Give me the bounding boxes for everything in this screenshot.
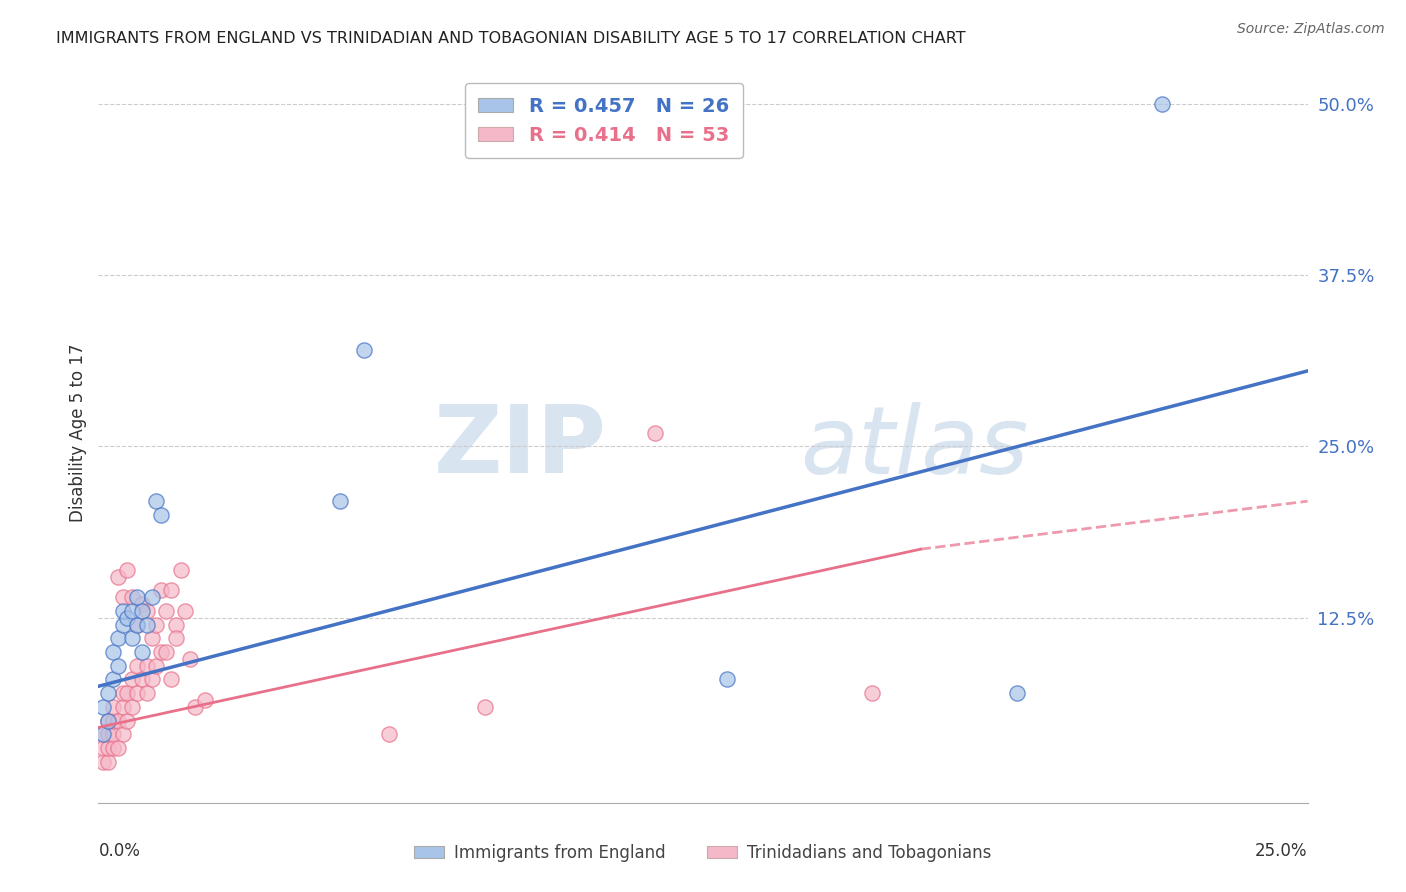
- Point: [135, 658, 157, 673]
- Point: [107, 714, 129, 728]
- Point: [91, 755, 114, 769]
- Point: [474, 699, 496, 714]
- Point: [131, 673, 153, 687]
- Point: [111, 699, 134, 714]
- Point: [97, 686, 120, 700]
- Point: [91, 741, 114, 756]
- Point: [145, 494, 167, 508]
- Point: [97, 714, 120, 728]
- Point: [127, 658, 149, 673]
- Text: Source: ZipAtlas.com: Source: ZipAtlas.com: [1237, 22, 1385, 37]
- Point: [145, 617, 167, 632]
- Point: [169, 563, 191, 577]
- Point: [101, 741, 124, 756]
- Point: [101, 645, 124, 659]
- Point: [179, 652, 201, 666]
- Text: atlas: atlas: [800, 402, 1028, 493]
- Point: [111, 686, 134, 700]
- Point: [141, 590, 163, 604]
- Point: [131, 597, 153, 611]
- Point: [141, 632, 163, 646]
- Point: [145, 658, 167, 673]
- Point: [97, 755, 120, 769]
- Point: [150, 583, 173, 598]
- Text: IMMIGRANTS FROM ENGLAND VS TRINIDADIAN AND TOBAGONIAN DISABILITY AGE 5 TO 17 COR: IMMIGRANTS FROM ENGLAND VS TRINIDADIAN A…: [56, 31, 966, 46]
- Point: [121, 590, 143, 604]
- Point: [135, 604, 157, 618]
- Point: [121, 604, 143, 618]
- Point: [107, 632, 129, 646]
- Point: [329, 494, 352, 508]
- Point: [1007, 686, 1029, 700]
- Point: [127, 617, 149, 632]
- Point: [121, 632, 143, 646]
- Point: [155, 604, 177, 618]
- Point: [91, 727, 114, 741]
- Point: [194, 693, 217, 707]
- Point: [1152, 96, 1174, 111]
- Point: [97, 727, 120, 741]
- Point: [101, 673, 124, 687]
- Point: [127, 590, 149, 604]
- Point: [174, 604, 197, 618]
- Point: [160, 673, 183, 687]
- Text: 25.0%: 25.0%: [1256, 842, 1308, 860]
- Point: [121, 699, 143, 714]
- Y-axis label: Disability Age 5 to 17: Disability Age 5 to 17: [69, 343, 87, 522]
- Point: [160, 583, 183, 598]
- Point: [111, 727, 134, 741]
- Point: [131, 604, 153, 618]
- Point: [101, 727, 124, 741]
- Point: [135, 617, 157, 632]
- Point: [101, 699, 124, 714]
- Point: [117, 686, 139, 700]
- Point: [644, 425, 666, 440]
- Point: [97, 714, 120, 728]
- Point: [107, 569, 129, 583]
- Point: [97, 741, 120, 756]
- Point: [165, 632, 187, 646]
- Legend: Immigrants from England, Trinidadians and Tobagonians: Immigrants from England, Trinidadians an…: [408, 838, 998, 869]
- Point: [184, 699, 207, 714]
- Point: [111, 590, 134, 604]
- Text: 0.0%: 0.0%: [98, 842, 141, 860]
- Point: [107, 658, 129, 673]
- Point: [165, 617, 187, 632]
- Point: [111, 604, 134, 618]
- Point: [117, 714, 139, 728]
- Point: [111, 617, 134, 632]
- Point: [141, 673, 163, 687]
- Point: [121, 673, 143, 687]
- Point: [131, 645, 153, 659]
- Point: [377, 727, 399, 741]
- Point: [127, 686, 149, 700]
- Point: [860, 686, 883, 700]
- Point: [155, 645, 177, 659]
- Point: [101, 714, 124, 728]
- Point: [127, 617, 149, 632]
- Text: ZIP: ZIP: [433, 401, 606, 493]
- Point: [117, 563, 139, 577]
- Point: [91, 699, 114, 714]
- Point: [150, 508, 173, 522]
- Point: [135, 686, 157, 700]
- Point: [716, 673, 738, 687]
- Point: [91, 727, 114, 741]
- Point: [107, 741, 129, 756]
- Point: [117, 611, 139, 625]
- Point: [150, 645, 173, 659]
- Point: [353, 343, 375, 358]
